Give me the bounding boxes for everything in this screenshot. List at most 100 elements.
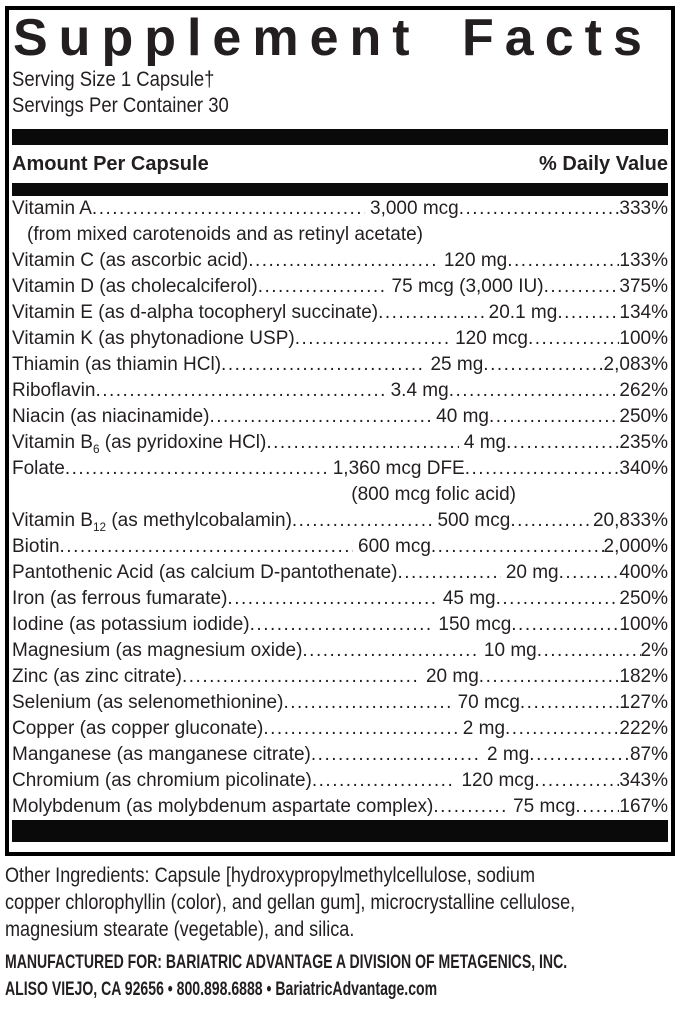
dot-leader xyxy=(505,716,619,742)
dot-leader xyxy=(483,352,603,378)
dot-leader xyxy=(258,274,387,300)
dot-leader xyxy=(559,560,620,586)
dot-leader xyxy=(65,456,328,482)
other-ingredients-line: Other Ingredients: Capsule [hydroxypropy… xyxy=(5,864,536,887)
nutrient-name: Vitamin A xyxy=(12,198,92,219)
nutrient-row: Manganese (as manganese citrate) 2 mg 87% xyxy=(12,742,668,768)
manufacturer-info: MANUFACTURED FOR: BARIATRIC ADVANTAGE A … xyxy=(5,949,673,1003)
daily-value: 250% xyxy=(619,406,668,427)
daily-value: 262% xyxy=(619,380,668,401)
daily-value: 182% xyxy=(619,666,668,687)
daily-value: 250% xyxy=(619,588,668,609)
nutrient-amount: 2 mg xyxy=(462,718,506,739)
dot-leader xyxy=(283,690,452,716)
nutrient-amount: 1,360 mcg DFE xyxy=(332,458,465,479)
dot-leader xyxy=(182,664,421,690)
nutrient-name: Selenium (as selenomethionine) xyxy=(12,692,284,713)
nutrient-note-row: (800 mcg folic acid) xyxy=(12,482,668,508)
dot-leader xyxy=(263,716,457,742)
dot-leader xyxy=(529,742,630,768)
daily-value: 333% xyxy=(619,198,668,219)
daily-value: 2,000% xyxy=(603,536,668,557)
dot-leader xyxy=(311,742,482,768)
nutrient-name: Molybdenum (as molybdenum aspartate comp… xyxy=(12,796,434,817)
nutrient-row: Pantothenic Acid (as calcium D-pantothen… xyxy=(12,560,668,586)
dot-leader xyxy=(506,430,619,456)
nutrient-row: Vitamin C (as ascorbic acid) 120 mg 133% xyxy=(12,248,668,274)
other-ingredients: Other Ingredients: Capsule [hydroxypropy… xyxy=(5,862,673,943)
daily-value: 87% xyxy=(629,744,668,765)
daily-value: 222% xyxy=(619,718,668,739)
nutrient-row: Vitamin B6 (as pyridoxine HCl) 4 mg 235% xyxy=(12,430,668,456)
nutrient-name: Manganese (as manganese citrate) xyxy=(12,744,311,765)
manufacturer-line: MANUFACTURED FOR: BARIATRIC ADVANTAGE A … xyxy=(5,952,568,973)
panel-title: Supplement Facts xyxy=(13,9,653,67)
dot-leader xyxy=(302,638,479,664)
dot-leader xyxy=(544,274,620,300)
daily-value: 167% xyxy=(619,796,668,817)
mid-divider-bar xyxy=(12,183,668,196)
dot-leader xyxy=(209,404,431,430)
nutrient-name: Pantothenic Acid (as calcium D-pantothen… xyxy=(12,562,398,583)
daily-value: 100% xyxy=(619,328,668,349)
dot-leader xyxy=(557,300,619,326)
dot-leader xyxy=(431,534,604,560)
dot-leader xyxy=(575,794,619,820)
daily-value: 133% xyxy=(619,250,668,271)
daily-value: 235% xyxy=(619,432,668,453)
nutrient-row: Iron (as ferrous fumarate) 45 mg 250% xyxy=(12,586,668,612)
dot-leader xyxy=(528,326,619,352)
serving-size: Serving Size 1 Capsule† xyxy=(12,68,215,91)
nutrient-name: Zinc (as zinc citrate) xyxy=(12,666,182,687)
daily-value: 127% xyxy=(619,692,668,713)
nutrient-name: Vitamin D (as cholecalciferol) xyxy=(12,276,258,297)
nutrient-row: Iodine (as potassium iodide) 150 mcg 100% xyxy=(12,612,668,638)
daily-value: 400% xyxy=(619,562,668,583)
dot-leader xyxy=(465,456,620,482)
nutrient-table: Vitamin A 3,000 mcg 333% (from mixed carote… xyxy=(12,196,668,820)
bottom-divider-bar xyxy=(12,820,668,842)
daily-value: 2,083% xyxy=(603,354,668,375)
dot-leader xyxy=(248,248,439,274)
dot-leader xyxy=(507,248,619,274)
nutrient-amount: 4 mg xyxy=(463,432,507,453)
nutrient-name: Thiamin (as thiamin HCl) xyxy=(12,354,222,375)
nutrient-row: Vitamin K (as phytonadione USP) 120 mcg 10… xyxy=(12,326,668,352)
dot-leader xyxy=(537,638,641,664)
nutrient-name: Vitamin B12 (as methylcobalamin) xyxy=(12,510,292,534)
nutrient-name: Vitamin E (as d-alpha tocopheryl succina… xyxy=(12,302,379,323)
dot-leader xyxy=(95,378,385,404)
nutrient-row: Biotin 600 mcg 2,000% xyxy=(12,534,668,560)
nutrient-row: Vitamin B12 (as methylcobalamin) 500 mcg 2… xyxy=(12,508,668,534)
nutrient-row: Niacin (as niacinamide) 40 mg 250% xyxy=(12,404,668,430)
nutrient-amount: 20 mg xyxy=(505,562,559,583)
nutrient-row: Selenium (as selenomethionine) 70 mcg 127% xyxy=(12,690,668,716)
nutrient-amount: 45 mg xyxy=(442,588,496,609)
nutrient-amount: 3.4 mg xyxy=(390,380,449,401)
nutrient-row: Magnesium (as magnesium oxide) 10 mg 2% xyxy=(12,638,668,664)
dot-leader xyxy=(534,768,619,794)
dot-leader xyxy=(433,794,508,820)
dot-leader xyxy=(250,612,434,638)
other-ingredients-line: magnesium stearate (vegetable), and sili… xyxy=(5,918,355,941)
servings-per-container: Servings Per Container 30 xyxy=(12,94,229,117)
nutrient-name: Chromium (as chromium picolinate) xyxy=(12,770,312,791)
nutrient-note: (from mixed carotenoids and as retinyl a… xyxy=(27,224,424,245)
supplement-facts-panel: Supplement Facts Serving Size 1 Capsule†… xyxy=(5,6,675,856)
dot-leader xyxy=(221,352,425,378)
dot-leader xyxy=(266,430,459,456)
dot-leader xyxy=(92,196,365,222)
dot-leader xyxy=(295,326,450,352)
nutrient-row: Zinc (as zinc citrate) 20 mg 182% xyxy=(12,664,668,690)
daily-value: 343% xyxy=(619,770,668,791)
nutrient-amount: 120 mg xyxy=(443,250,508,271)
nutrient-name: Niacin (as niacinamide) xyxy=(12,406,210,427)
nutrient-name: Magnesium (as magnesium oxide) xyxy=(12,640,303,661)
dot-leader xyxy=(312,768,457,794)
nutrient-name: Iron (as ferrous fumarate) xyxy=(12,588,228,609)
other-ingredients-line: copper chlorophyllin (color), and gellan… xyxy=(5,891,576,914)
thick-divider-bar xyxy=(12,129,668,145)
nutrient-amount: 500 mcg xyxy=(437,510,511,531)
dot-leader xyxy=(479,664,620,690)
nutrient-amount: 10 mg xyxy=(483,640,537,661)
